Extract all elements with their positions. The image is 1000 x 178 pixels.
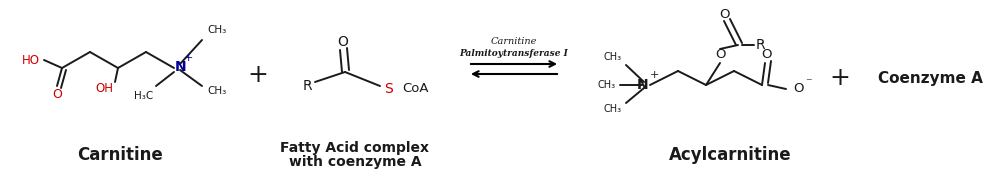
Text: O: O [761, 48, 771, 62]
Text: CH₃: CH₃ [598, 80, 616, 90]
Text: O: O [52, 88, 62, 101]
Text: CH₃: CH₃ [207, 25, 226, 35]
Text: Acylcarnitine: Acylcarnitine [669, 146, 791, 164]
Text: Carnitine: Carnitine [77, 146, 163, 164]
Text: with coenzyme A: with coenzyme A [289, 155, 421, 169]
Text: +: + [248, 63, 268, 87]
Text: CoA: CoA [402, 82, 428, 96]
Text: HO: HO [22, 54, 40, 67]
Text: Coenzyme A: Coenzyme A [878, 70, 982, 85]
Text: +: + [183, 53, 193, 63]
Text: +: + [649, 70, 659, 80]
Text: H₃C: H₃C [134, 91, 153, 101]
Text: Palmitoytransferase I: Palmitoytransferase I [460, 49, 568, 59]
Text: O: O [719, 9, 729, 22]
Text: R: R [755, 38, 765, 52]
Text: OH: OH [95, 82, 113, 95]
Text: R: R [302, 79, 312, 93]
Text: CH₃: CH₃ [604, 104, 622, 114]
Text: N: N [175, 60, 187, 74]
Text: +: + [830, 66, 850, 90]
Text: O: O [716, 48, 726, 62]
Text: O: O [793, 82, 804, 96]
Text: O: O [338, 35, 348, 49]
Text: Fatty Acid complex: Fatty Acid complex [280, 141, 430, 155]
Text: CH₃: CH₃ [207, 86, 226, 96]
Text: CH₃: CH₃ [604, 52, 622, 62]
Text: S: S [384, 82, 393, 96]
Text: Carnitine: Carnitine [491, 38, 537, 46]
Text: N: N [636, 78, 648, 92]
Text: ⁻: ⁻ [805, 77, 811, 90]
